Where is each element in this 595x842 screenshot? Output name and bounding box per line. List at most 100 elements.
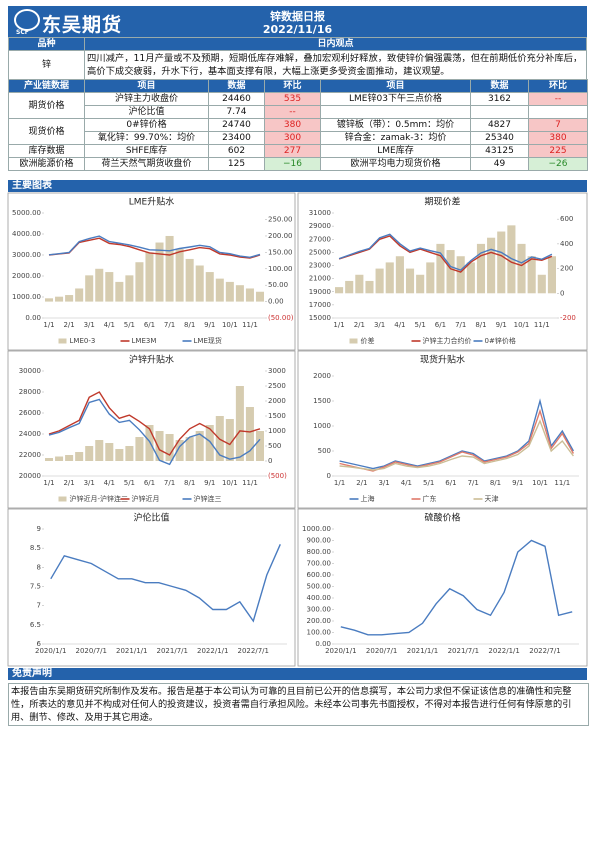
row: 库存数据 SHFE库存 602 277 LME库存 43125 225 — [8, 144, 588, 158]
x-tick-label: 4/1 — [104, 321, 115, 329]
y-tick-label: 8.5 — [30, 544, 41, 552]
cell: 数据 — [470, 79, 529, 93]
y-tick-label: 21000 — [309, 275, 331, 283]
chart-title: 沪伦比值 — [133, 512, 169, 524]
bar — [416, 274, 425, 294]
x-tick-label: 1/1 — [43, 479, 54, 487]
bar — [115, 449, 124, 461]
cell: 项目 — [84, 79, 209, 93]
x-tick-label: 9/1 — [204, 321, 215, 329]
bar — [65, 295, 74, 302]
bar — [537, 274, 546, 294]
y2-tick-label: 0 — [560, 289, 564, 297]
x-tick-label: 10/1 — [532, 479, 548, 487]
bar — [55, 456, 64, 461]
x-tick-label: 8/1 — [184, 479, 195, 487]
y-tick-label: 8 — [37, 563, 41, 571]
bar — [45, 458, 54, 461]
line — [338, 235, 553, 273]
y-tick-label: 100.00 — [307, 629, 332, 637]
bar — [255, 291, 264, 302]
x-tick-label: 6/1 — [445, 479, 456, 487]
y-tick-label: 19000 — [309, 288, 331, 296]
bar — [115, 281, 124, 302]
y-tick-label: 700.00 — [307, 560, 332, 568]
legend-label: 沪锌近月-沪锌连三 — [70, 494, 129, 503]
bar — [85, 275, 94, 302]
y2-tick-label: 50.00 — [268, 281, 288, 289]
y-tick-label: 9 — [37, 525, 41, 533]
bar — [456, 256, 465, 294]
bar — [125, 446, 134, 461]
bar — [245, 407, 254, 461]
x-tick-label: 2020/1/1 — [35, 647, 66, 655]
y-tick-label: 20000 — [19, 472, 41, 480]
bar — [225, 419, 234, 461]
bar — [135, 437, 144, 461]
bar — [185, 258, 194, 302]
row: 产业链数据 项目 数据 环比 项目 数据 环比 — [8, 79, 588, 93]
y-tick-label: 500 — [318, 447, 331, 455]
bar — [105, 272, 114, 302]
line — [48, 391, 261, 456]
legend-swatch — [58, 496, 67, 502]
y-tick-label: 1500 — [313, 397, 331, 405]
x-tick-label: 7/1 — [164, 479, 175, 487]
y2-tick-label: 200.00 — [268, 232, 293, 240]
y-tick-label: 3000.00 — [12, 251, 41, 259]
section-title: 主要图表 — [8, 180, 587, 192]
legend-label: 0#锌价格 — [485, 336, 516, 345]
cell: 380 — [528, 131, 588, 145]
y2-tick-label: 2000 — [268, 397, 286, 405]
x-tick-label: 2021/1/1 — [407, 647, 438, 655]
bar — [155, 431, 164, 461]
bar — [225, 281, 234, 302]
line — [50, 544, 281, 623]
y2-tick-label: 3000 — [268, 367, 286, 375]
x-tick-label: 2/1 — [356, 479, 367, 487]
bar — [55, 296, 64, 302]
cell: −26 — [528, 157, 588, 171]
legend-label: 天津 — [485, 495, 499, 503]
bar — [355, 274, 364, 294]
disclaimer-text: 本报告由东吴期货研究所制作及发布。报告是基于本公司认为可靠的且目前已公开的信息撰… — [8, 683, 589, 726]
cell: 产业链数据 — [8, 79, 85, 93]
bar — [385, 262, 394, 294]
legend-label: 沪锌主力合约价 — [423, 336, 472, 345]
y2-tick-label: 0 — [268, 457, 272, 465]
y-tick-label: 1000.00 — [12, 293, 41, 301]
x-tick-label: 4/1 — [401, 479, 412, 487]
cell: 荷兰天然气期货收盘价 — [84, 157, 209, 171]
y-tick-label: 400.00 — [307, 594, 332, 602]
x-tick-label: 8/1 — [184, 321, 195, 329]
x-tick-label: 2022/7/1 — [529, 647, 560, 655]
line — [339, 408, 575, 472]
x-tick-label: 8/1 — [475, 321, 486, 329]
y-tick-label: 600.00 — [307, 571, 332, 579]
x-tick-label: 7/1 — [164, 321, 175, 329]
legend-swatch — [349, 338, 358, 344]
bar — [405, 268, 415, 294]
logo: 东吴期货 — [42, 14, 123, 36]
legend-label: 沪锌近月 — [132, 494, 160, 503]
legend-label: 沪锌连三 — [194, 494, 222, 503]
bar — [547, 256, 556, 294]
x-tick-label: 9/1 — [204, 479, 215, 487]
bar — [95, 268, 104, 302]
bar — [75, 288, 84, 302]
bar — [165, 434, 174, 461]
legend-label: LME现货 — [194, 336, 222, 345]
y-tick-label: 900.00 — [307, 537, 332, 545]
bar — [497, 231, 506, 294]
cell: 225 — [528, 144, 588, 158]
x-tick-label: 10/1 — [222, 479, 238, 487]
y2-tick-label: 2500 — [268, 382, 286, 390]
cell: 项目 — [320, 79, 471, 93]
row: 沪伦比值 7.74 -- — [9, 105, 588, 119]
y-tick-label: 2000 — [313, 372, 331, 380]
legend-label: 价差 — [361, 336, 375, 345]
row: 氧化锌：99.70%：均价 23400 300 锌合金：zamak-3：均价 25340… — [9, 131, 588, 145]
x-tick-label: 2022/1/1 — [197, 647, 228, 655]
y-tick-label: 2000.00 — [12, 272, 41, 280]
